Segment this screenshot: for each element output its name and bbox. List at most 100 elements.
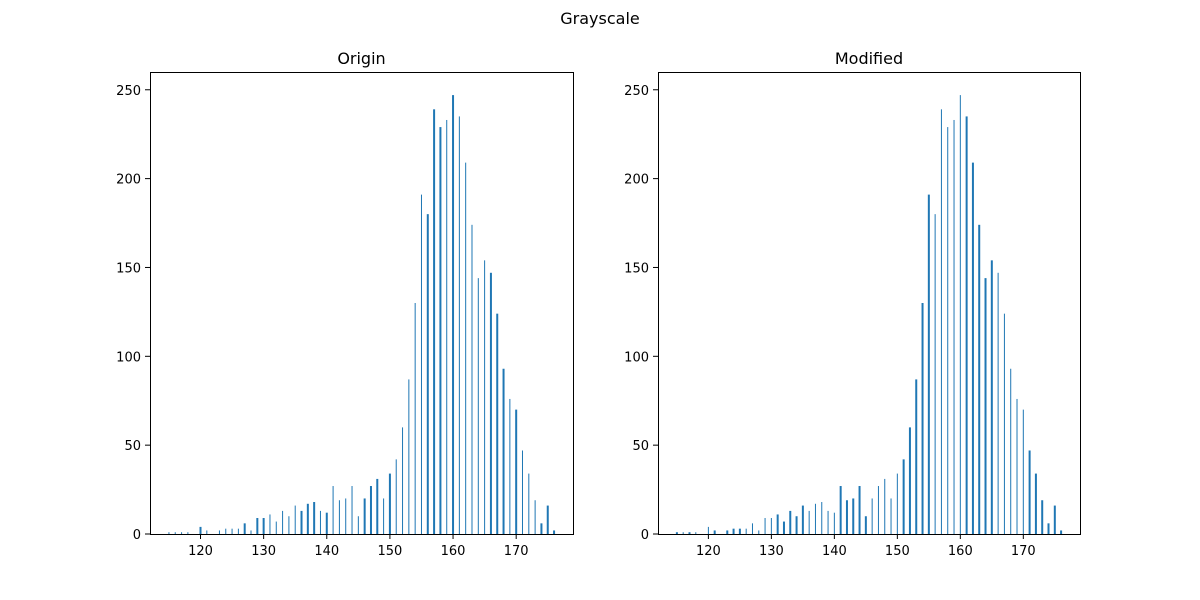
histogram-bar bbox=[218, 530, 220, 534]
histogram-bar bbox=[502, 368, 505, 534]
y-tick-label: 0 bbox=[641, 528, 649, 543]
y-tick-label: 150 bbox=[624, 261, 649, 276]
histogram-bar bbox=[965, 116, 968, 535]
y-tick-label: 200 bbox=[116, 173, 141, 188]
histogram-bar bbox=[515, 409, 518, 534]
histogram-bar bbox=[275, 521, 277, 534]
histogram-bar bbox=[439, 127, 442, 534]
histogram-bar bbox=[713, 530, 716, 534]
y-tick-label: 100 bbox=[624, 350, 649, 365]
histogram-bar bbox=[243, 523, 246, 534]
histogram-bar bbox=[877, 486, 879, 534]
histogram-bar bbox=[351, 486, 353, 534]
x-tick-label: 150 bbox=[885, 544, 910, 559]
y-tick-label: 50 bbox=[632, 439, 649, 454]
histogram-bar bbox=[458, 116, 460, 535]
histogram-bar bbox=[884, 478, 886, 534]
histogram-bar bbox=[845, 500, 848, 534]
histogram-bar bbox=[758, 530, 760, 534]
histogram-bar bbox=[489, 272, 492, 534]
histogram-bar bbox=[1016, 398, 1018, 534]
histogram-bar bbox=[1034, 473, 1037, 534]
histogram-bar bbox=[902, 459, 905, 534]
histogram-bar bbox=[465, 162, 467, 534]
y-tick-label: 0 bbox=[133, 528, 141, 543]
histogram-bar bbox=[452, 95, 455, 534]
histogram-bar bbox=[408, 379, 410, 534]
axes-frame-1 bbox=[658, 72, 1081, 535]
histogram-bar bbox=[908, 427, 911, 534]
histogram-bar bbox=[801, 505, 804, 534]
histogram-bar bbox=[858, 486, 861, 534]
histogram-bar bbox=[369, 486, 372, 534]
histogram-bar bbox=[383, 498, 385, 534]
figure-title: Grayscale bbox=[560, 9, 640, 28]
histogram-bar bbox=[764, 518, 766, 534]
histogram-bar bbox=[181, 532, 183, 534]
histogram-bar bbox=[782, 521, 785, 534]
histogram-bar bbox=[294, 505, 296, 534]
histogram-bar bbox=[174, 532, 176, 534]
y-tick-label: 50 bbox=[124, 439, 141, 454]
histogram-bar bbox=[206, 530, 208, 534]
histogram-bar bbox=[1047, 523, 1050, 534]
histogram-bar bbox=[237, 528, 239, 534]
histogram-bar bbox=[187, 532, 189, 534]
histogram-bar bbox=[528, 473, 530, 534]
histogram-bar bbox=[808, 510, 810, 534]
histogram-bar bbox=[345, 498, 347, 534]
histogram-bar bbox=[738, 528, 741, 534]
x-tick-label: 160 bbox=[948, 544, 973, 559]
histogram-bar bbox=[821, 502, 823, 534]
x-tick-label: 120 bbox=[188, 544, 213, 559]
x-tick-label: 150 bbox=[377, 544, 402, 559]
histogram-bar bbox=[262, 518, 265, 534]
histogram-bar bbox=[984, 278, 987, 534]
histogram-bar bbox=[199, 526, 202, 534]
y-tick-label: 250 bbox=[624, 84, 649, 99]
x-tick-label: 140 bbox=[822, 544, 847, 559]
x-tick-label: 160 bbox=[441, 544, 466, 559]
histogram-bar bbox=[471, 224, 473, 534]
histogram-bar bbox=[934, 214, 936, 534]
histogram-bar bbox=[414, 303, 416, 534]
y-tick-label: 250 bbox=[116, 84, 141, 99]
axes-frame-0 bbox=[150, 72, 574, 535]
histogram-bar bbox=[871, 498, 873, 534]
histogram-bar bbox=[770, 518, 772, 534]
histogram-bar bbox=[332, 486, 334, 534]
histogram-bar bbox=[864, 516, 867, 534]
histogram-bar bbox=[688, 532, 691, 534]
histogram-bar bbox=[388, 473, 391, 534]
histogram-bar bbox=[319, 510, 321, 534]
histogram-bar bbox=[1041, 500, 1044, 534]
histogram-bar bbox=[921, 303, 924, 534]
histogram-bar bbox=[997, 272, 999, 534]
histogram-bar bbox=[675, 532, 678, 534]
histogram-bar bbox=[827, 510, 829, 534]
y-tick-label: 200 bbox=[624, 173, 649, 188]
histogram-bar bbox=[927, 194, 930, 535]
histogram-bar bbox=[256, 518, 259, 534]
histogram-bar bbox=[282, 510, 284, 534]
histogram-bar bbox=[814, 503, 816, 534]
histogram-bar bbox=[433, 109, 436, 534]
histogram-bar bbox=[695, 532, 697, 534]
histogram-bar bbox=[707, 526, 709, 534]
histogram-bar bbox=[682, 532, 684, 534]
histogram-bar bbox=[496, 313, 499, 534]
histogram-bar bbox=[890, 498, 892, 534]
y-tick-label: 150 bbox=[116, 261, 141, 276]
histogram-bar bbox=[1028, 450, 1031, 534]
histogram-bar bbox=[751, 523, 753, 534]
histogram-bar bbox=[789, 510, 792, 534]
histogram-bar bbox=[313, 502, 316, 534]
histogram-bar bbox=[376, 478, 379, 534]
histogram-bar bbox=[745, 528, 747, 534]
histogram-bar bbox=[357, 516, 359, 534]
histogram-bar bbox=[420, 194, 422, 535]
histogram-bar bbox=[325, 512, 328, 534]
histogram-bar bbox=[269, 514, 271, 534]
